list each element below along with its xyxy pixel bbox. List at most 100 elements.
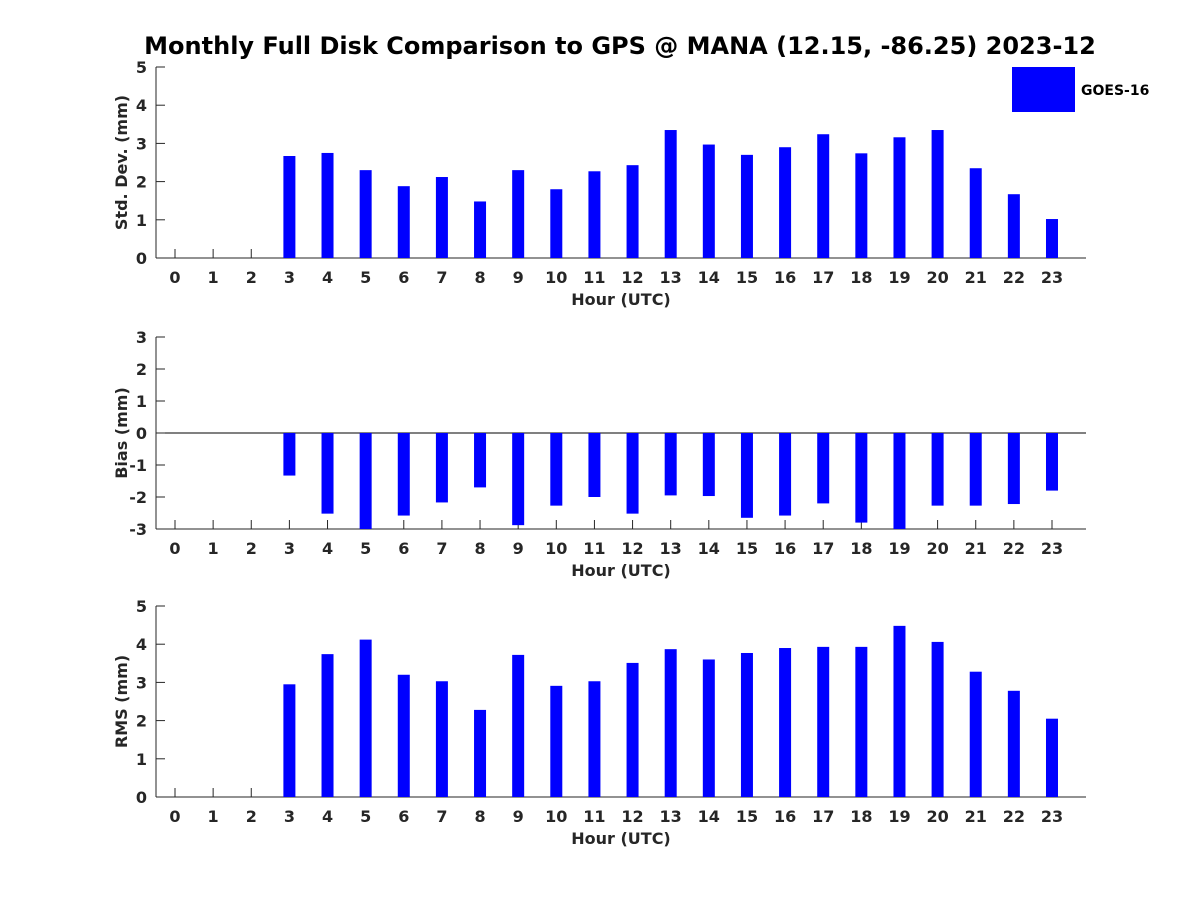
y-axis-label: RMS (mm) bbox=[112, 655, 131, 748]
bar-hour-9 bbox=[512, 654, 525, 797]
bar-hour-21 bbox=[969, 168, 982, 258]
bar-hour-6 bbox=[397, 186, 410, 258]
bar-hour-14 bbox=[702, 433, 715, 497]
x-tick-label: 20 bbox=[926, 268, 948, 287]
bar-hour-18 bbox=[855, 153, 868, 258]
bar-hour-5 bbox=[359, 433, 372, 529]
x-tick-label: 5 bbox=[360, 807, 371, 826]
bar-hour-19 bbox=[893, 433, 906, 529]
x-tick-label: 15 bbox=[736, 539, 758, 558]
x-tick-label: 22 bbox=[1003, 268, 1025, 287]
x-tick-label: 6 bbox=[398, 268, 409, 287]
bar-hour-20 bbox=[931, 130, 944, 258]
x-tick-label: 18 bbox=[850, 268, 872, 287]
bar-hour-20 bbox=[931, 641, 944, 797]
x-tick-label: 6 bbox=[398, 807, 409, 826]
bar-hour-13 bbox=[664, 649, 677, 797]
bar-hour-21 bbox=[969, 433, 982, 506]
y-axis-label: Std. Dev. (mm) bbox=[112, 95, 131, 230]
x-tick-label: 9 bbox=[513, 268, 524, 287]
x-tick-label: 3 bbox=[284, 807, 295, 826]
x-tick-label: 7 bbox=[436, 807, 447, 826]
x-tick-label: 4 bbox=[322, 539, 333, 558]
bar-hour-12 bbox=[626, 433, 639, 514]
x-tick-label: 3 bbox=[284, 539, 295, 558]
bar-hour-17 bbox=[817, 134, 830, 258]
x-axis-label: Hour (UTC) bbox=[571, 829, 671, 848]
legend-label: GOES-16 bbox=[1081, 83, 1149, 99]
x-tick-label: 10 bbox=[545, 268, 567, 287]
y-tick-label: 1 bbox=[136, 211, 147, 230]
bar-hour-6 bbox=[397, 433, 410, 516]
x-tick-label: 6 bbox=[398, 539, 409, 558]
x-tick-label: 16 bbox=[774, 268, 796, 287]
bar-hour-17 bbox=[817, 433, 830, 504]
y-tick-label: 5 bbox=[136, 58, 147, 77]
bar-hour-13 bbox=[664, 433, 677, 496]
y-tick-label: 2 bbox=[136, 360, 147, 379]
bar-hour-20 bbox=[931, 433, 944, 506]
x-tick-label: 17 bbox=[812, 539, 834, 558]
x-tick-label: 13 bbox=[660, 807, 682, 826]
x-tick-label: 13 bbox=[660, 268, 682, 287]
x-tick-label: 9 bbox=[513, 539, 524, 558]
y-tick-label: 4 bbox=[136, 96, 147, 115]
legend: GOES-16 bbox=[1012, 67, 1149, 112]
x-tick-label: 17 bbox=[812, 268, 834, 287]
bar-hour-16 bbox=[779, 147, 792, 258]
y-tick-label: 2 bbox=[136, 173, 147, 192]
x-tick-label: 8 bbox=[474, 268, 485, 287]
x-tick-label: 8 bbox=[474, 539, 485, 558]
x-tick-label: 22 bbox=[1003, 539, 1025, 558]
bar-hour-11 bbox=[588, 681, 601, 797]
x-tick-label: 23 bbox=[1041, 268, 1063, 287]
bar-hour-5 bbox=[359, 639, 372, 797]
y-tick-label: 3 bbox=[136, 328, 147, 347]
bar-hour-23 bbox=[1045, 219, 1058, 258]
x-tick-label: 20 bbox=[926, 807, 948, 826]
x-tick-label: 21 bbox=[965, 807, 987, 826]
x-tick-label: 21 bbox=[965, 268, 987, 287]
bar-hour-14 bbox=[702, 144, 715, 258]
x-tick-label: 1 bbox=[208, 807, 219, 826]
y-tick-label: 0 bbox=[136, 249, 147, 268]
bar-hour-22 bbox=[1007, 433, 1020, 505]
chart-title: Monthly Full Disk Comparison to GPS @ MA… bbox=[144, 32, 1096, 60]
x-tick-label: 20 bbox=[926, 539, 948, 558]
x-tick-label: 8 bbox=[474, 807, 485, 826]
x-tick-label: 18 bbox=[850, 539, 872, 558]
y-tick-label: 1 bbox=[136, 392, 147, 411]
x-axis-label: Hour (UTC) bbox=[571, 561, 671, 580]
bar-hour-9 bbox=[512, 433, 525, 526]
x-tick-label: 5 bbox=[360, 539, 371, 558]
x-axis-label: Hour (UTC) bbox=[571, 290, 671, 309]
x-tick-label: 5 bbox=[360, 268, 371, 287]
x-tick-label: 22 bbox=[1003, 807, 1025, 826]
y-tick-label: 5 bbox=[136, 597, 147, 616]
x-tick-label: 12 bbox=[621, 807, 643, 826]
bar-hour-19 bbox=[893, 625, 906, 797]
x-tick-label: 19 bbox=[888, 268, 910, 287]
x-tick-label: 16 bbox=[774, 539, 796, 558]
y-tick-label: 2 bbox=[136, 712, 147, 731]
bar-hour-8 bbox=[474, 433, 487, 488]
x-tick-label: 13 bbox=[660, 539, 682, 558]
x-tick-label: 14 bbox=[698, 807, 720, 826]
x-tick-label: 9 bbox=[513, 807, 524, 826]
x-tick-label: 14 bbox=[698, 268, 720, 287]
x-tick-label: 7 bbox=[436, 539, 447, 558]
bar-hour-14 bbox=[702, 659, 715, 797]
bar-hour-4 bbox=[321, 152, 334, 258]
x-tick-label: 2 bbox=[246, 539, 257, 558]
bar-hour-22 bbox=[1007, 690, 1020, 797]
x-tick-label: 11 bbox=[583, 539, 605, 558]
bar-hour-12 bbox=[626, 662, 639, 797]
x-tick-label: 15 bbox=[736, 268, 758, 287]
y-tick-label: 3 bbox=[136, 673, 147, 692]
x-tick-label: 2 bbox=[246, 268, 257, 287]
x-tick-label: 4 bbox=[322, 268, 333, 287]
x-tick-label: 10 bbox=[545, 539, 567, 558]
